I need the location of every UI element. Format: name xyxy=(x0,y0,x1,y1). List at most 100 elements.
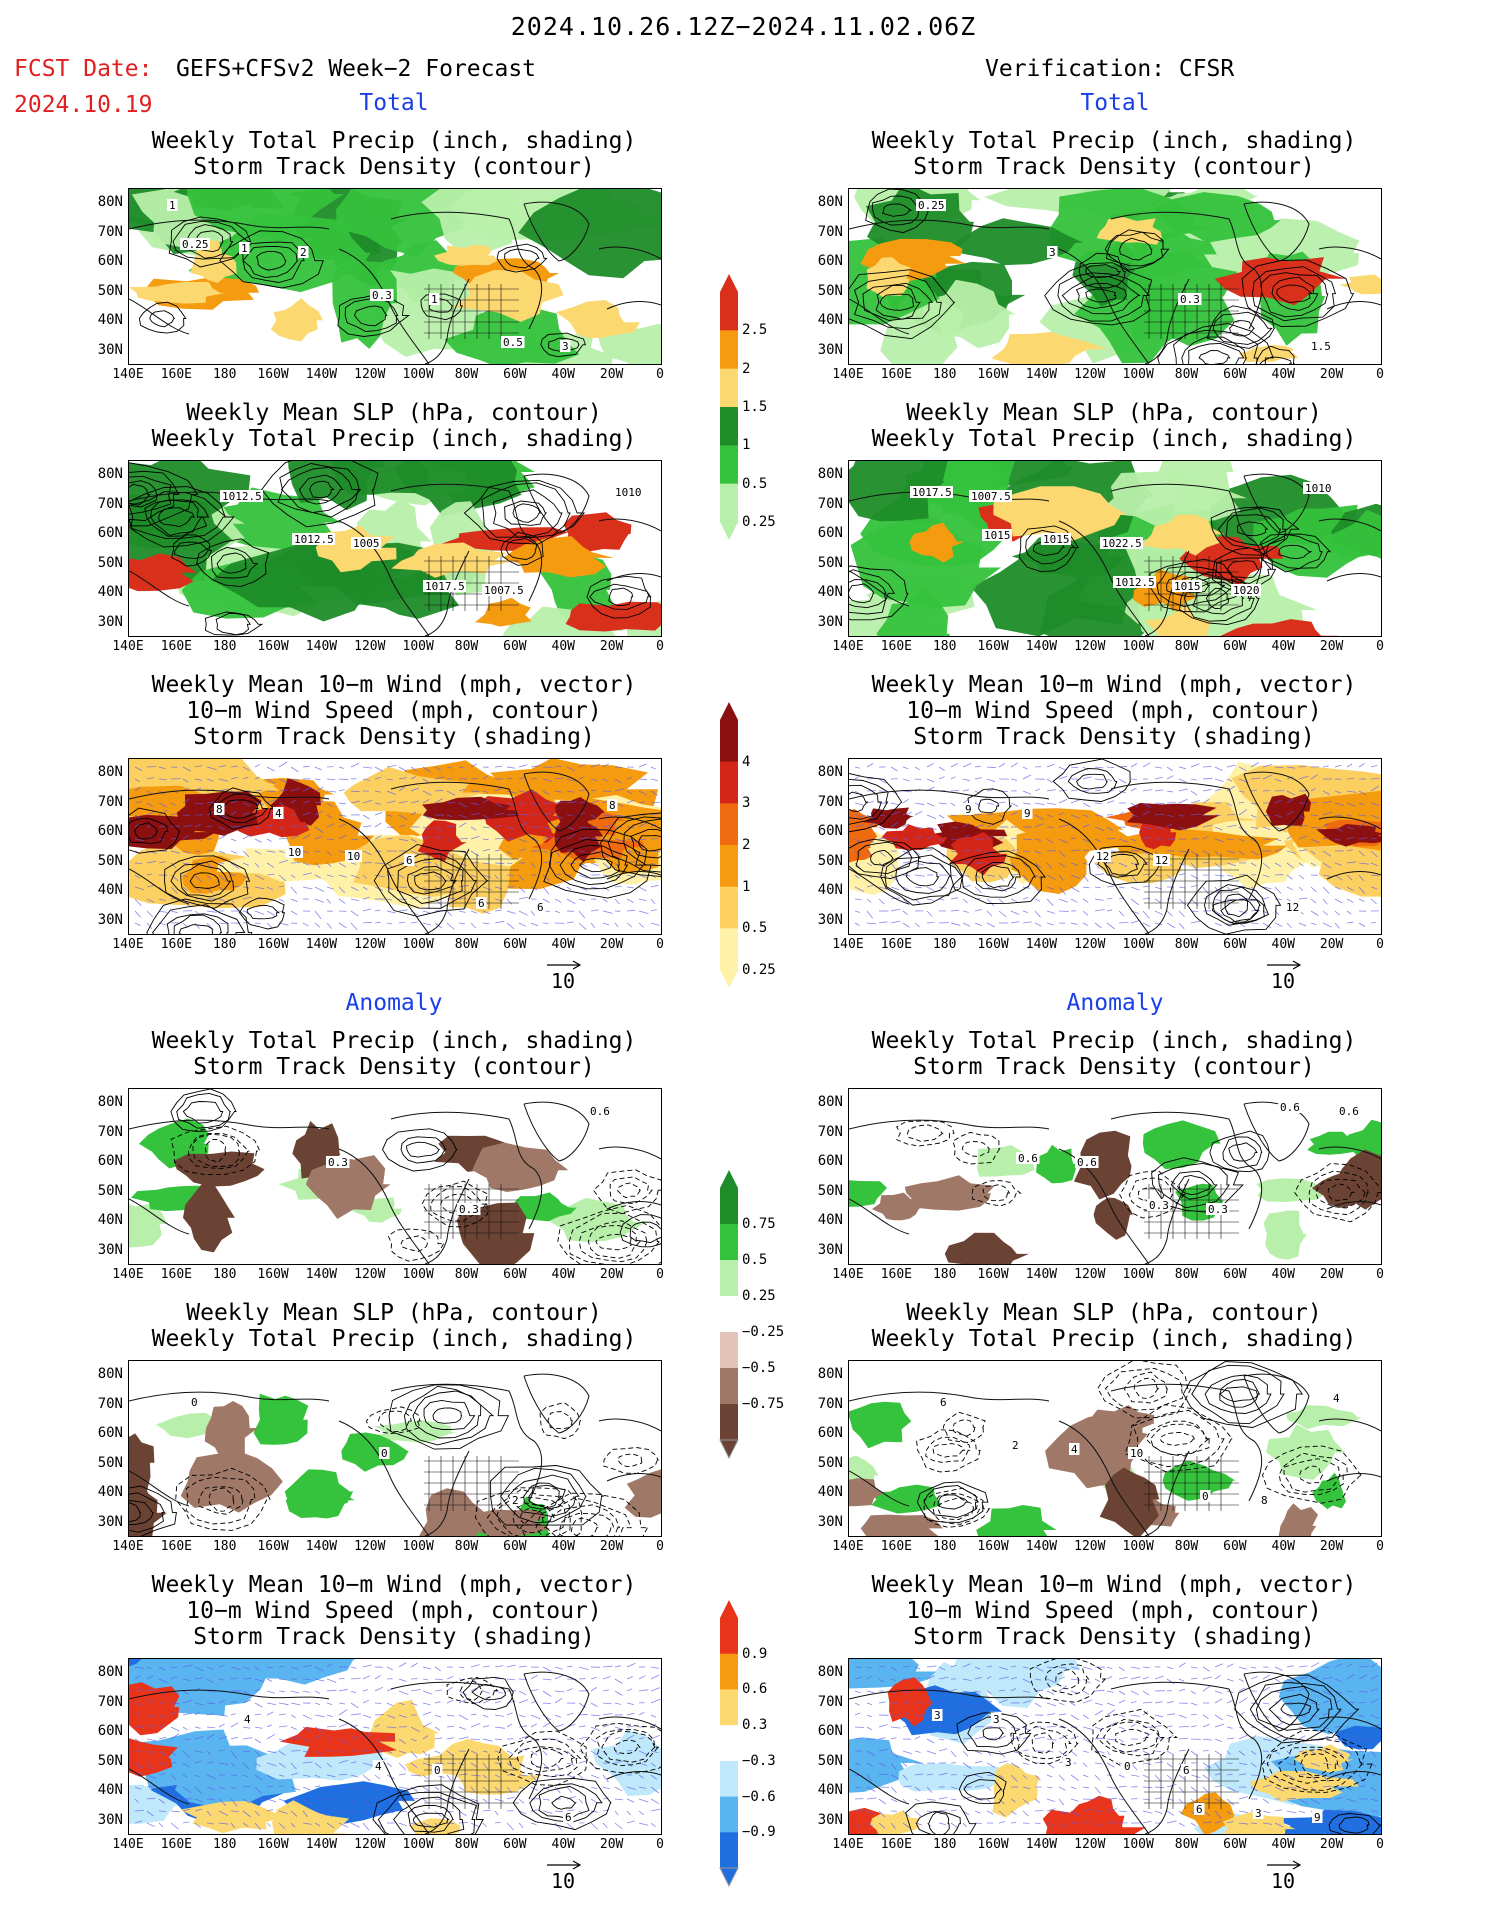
lon-label: 160W xyxy=(257,1267,289,1282)
svg-text:9: 9 xyxy=(1314,1811,1321,1824)
colorbar-segment xyxy=(720,1368,738,1405)
lon-label: 100W xyxy=(402,639,434,654)
contour-label: 0.6 xyxy=(588,1105,612,1118)
svg-text:6: 6 xyxy=(537,901,544,914)
lon-label: 0 xyxy=(656,1539,664,1554)
contour-label: 1 xyxy=(429,293,440,306)
colorbar-segment xyxy=(720,720,738,763)
contour-label: 0.6 xyxy=(1278,1101,1302,1114)
contour-label: 4 xyxy=(273,807,284,820)
colorbar-label: 4 xyxy=(742,753,751,770)
lon-label: 20W xyxy=(599,1267,624,1282)
lat-label: 50N xyxy=(97,1752,123,1769)
lat-label: 80N xyxy=(817,1664,843,1680)
forecast-total-wind-storm-title: Weekly Mean 10−m Wind (mph, vector) 10−m… xyxy=(151,672,637,750)
contour-label: 0 xyxy=(1122,1760,1133,1773)
lon-label: 140E xyxy=(832,1837,864,1852)
verification-anom-precip-storm-title: Weekly Total Precip (inch, shading) Stor… xyxy=(871,1028,1357,1080)
lon-label: 180 xyxy=(932,639,957,654)
lat-label: 40N xyxy=(817,312,843,328)
lon-label: 60W xyxy=(1223,1267,1247,1282)
lon-label: 20W xyxy=(1319,937,1344,952)
colorbar-segment xyxy=(720,1188,738,1225)
lon-label: 60W xyxy=(1223,1837,1247,1852)
lon-label: 40W xyxy=(551,639,575,654)
lon-label: 20W xyxy=(1319,367,1344,382)
contour-label: 1020 xyxy=(1231,584,1261,597)
colorbar-segment xyxy=(720,1224,738,1261)
lon-label: 140W xyxy=(1025,937,1058,952)
lat-label: 70N xyxy=(817,1395,843,1412)
section-anomaly-verification: Anomaly xyxy=(1066,990,1164,1016)
colorbar-segment xyxy=(720,1332,738,1369)
total-precip-colorbar xyxy=(720,274,738,540)
lat-label: 50N xyxy=(817,1454,843,1471)
lon-label: 80W xyxy=(1174,1539,1199,1554)
lat-label: 40N xyxy=(817,1212,843,1228)
lon-label: 140E xyxy=(832,1539,864,1554)
lon-label: 120W xyxy=(354,1539,386,1554)
colorbar-segment xyxy=(720,1404,738,1441)
lat-label: 30N xyxy=(97,1241,123,1258)
lon-label: 60W xyxy=(503,367,527,382)
lon-label: 180 xyxy=(932,1267,957,1282)
contour-label: 6 xyxy=(938,1396,949,1409)
lon-label: 160W xyxy=(977,1837,1009,1852)
svg-text:0.3: 0.3 xyxy=(372,289,392,302)
svg-text:0.3: 0.3 xyxy=(1208,1203,1228,1216)
lon-label: 20W xyxy=(599,639,624,654)
svg-text:3: 3 xyxy=(562,340,569,353)
lon-label: 120W xyxy=(354,639,386,654)
lon-label: 100W xyxy=(402,937,434,952)
svg-text:1.5: 1.5 xyxy=(1311,340,1331,353)
lon-label: 160W xyxy=(977,937,1009,952)
lon-label: 20W xyxy=(599,1539,624,1554)
colorbar-label: 0.5 xyxy=(742,1252,768,1268)
contour-label: 0.3 xyxy=(370,289,394,302)
lat-label: 80N xyxy=(97,466,123,482)
lon-label: 40W xyxy=(551,1837,575,1852)
lon-label: 160W xyxy=(257,1539,289,1554)
contour-label: 0.25 xyxy=(916,199,946,212)
lon-label: 20W xyxy=(599,1837,624,1852)
contour-label: 9 xyxy=(1022,807,1033,820)
reference-vector-arrow-icon xyxy=(1267,1860,1302,1870)
lon-label: 120W xyxy=(1074,1539,1106,1554)
lat-label: 50N xyxy=(97,554,123,571)
lon-label: 140E xyxy=(112,1267,144,1282)
lat-label: 60N xyxy=(817,1723,843,1739)
lon-label: 80W xyxy=(454,367,479,382)
svg-text:1007.5: 1007.5 xyxy=(971,490,1011,503)
lat-label: 70N xyxy=(97,793,123,810)
lon-label: 120W xyxy=(354,367,386,382)
svg-text:1012.5: 1012.5 xyxy=(222,490,262,503)
lon-label: 160W xyxy=(257,937,289,952)
lon-label: 140E xyxy=(832,639,864,654)
colorbar-label: 0.9 xyxy=(742,1645,768,1662)
lon-label: 0 xyxy=(656,639,664,654)
lon-label: 100W xyxy=(1122,367,1154,382)
lat-label: 40N xyxy=(97,584,123,600)
lat-label: 40N xyxy=(817,882,843,898)
svg-text:0.3: 0.3 xyxy=(1149,1199,1169,1212)
lat-label: 80N xyxy=(817,466,843,482)
colorbar-segment xyxy=(720,1689,738,1726)
contour-label: 0 xyxy=(189,1396,200,1409)
contour-label: 1007.5 xyxy=(969,490,1012,503)
lon-label: 0 xyxy=(1376,1267,1384,1282)
lon-label: 160E xyxy=(160,1539,193,1554)
lon-label: 120W xyxy=(1074,937,1106,952)
contour-label: 0 xyxy=(432,1764,443,1777)
lat-label: 70N xyxy=(97,223,123,240)
colorbar-segment xyxy=(720,1260,738,1297)
svg-text:1017.5: 1017.5 xyxy=(912,486,952,499)
lat-label: 60N xyxy=(97,1153,123,1169)
svg-text:0: 0 xyxy=(191,1396,198,1409)
svg-text:0.5: 0.5 xyxy=(503,336,523,349)
contour-label: 1010 xyxy=(1303,482,1333,495)
lon-label: 180 xyxy=(932,1539,957,1554)
reference-vector-arrow-icon xyxy=(547,1860,582,1870)
colorbar-segment xyxy=(720,368,738,408)
colorbar-label: 0.5 xyxy=(742,475,768,492)
lon-label: 20W xyxy=(1319,1837,1344,1852)
